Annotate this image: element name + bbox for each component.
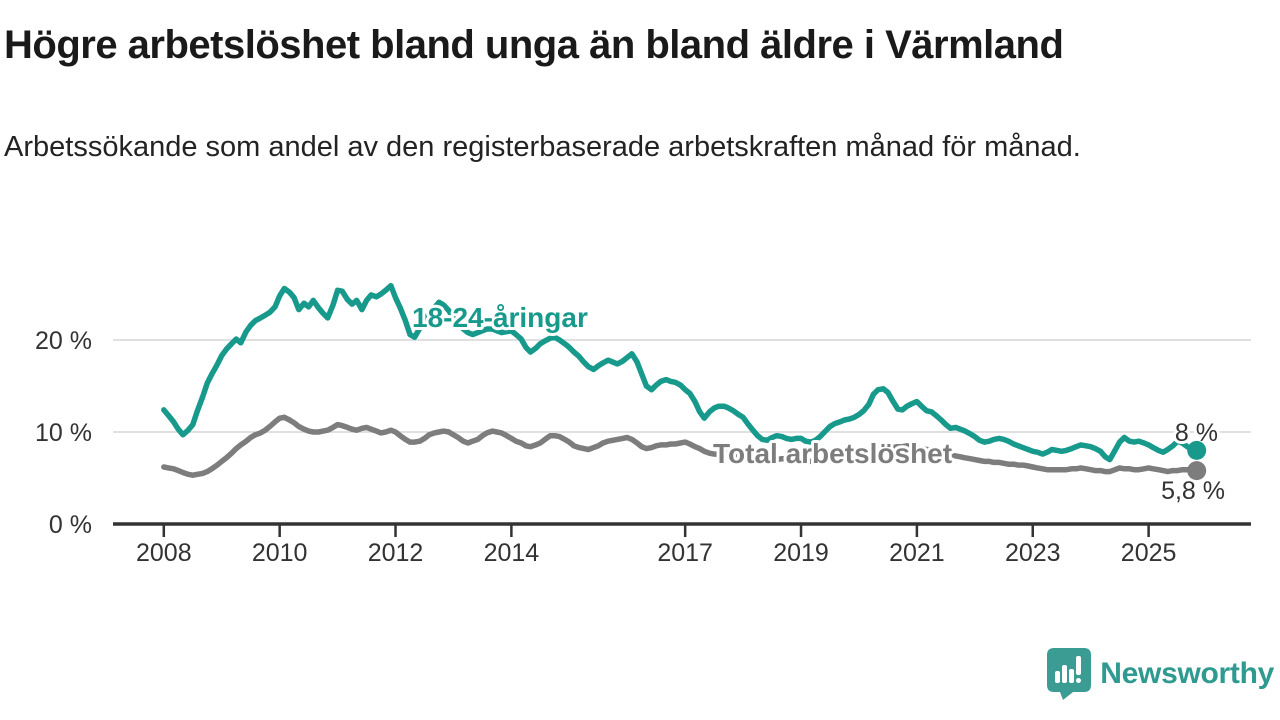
svg-text:2025: 2025: [1121, 539, 1177, 567]
gridlines: [113, 339, 1251, 433]
svg-text:2023: 2023: [1005, 539, 1061, 567]
logo-bar-2: [1062, 665, 1068, 683]
x-axis: [113, 522, 1251, 537]
svg-text:2019: 2019: [773, 539, 829, 567]
svg-text:10 %: 10 %: [35, 419, 92, 447]
chart-subtitle: Arbetssökande som andel av den registerb…: [4, 131, 1081, 163]
logo-bar-1: [1055, 671, 1061, 683]
page-title: Högre arbetslöshet bland unga än bland ä…: [4, 23, 1064, 67]
newsworthy-logo-text: Newsworthy: [1100, 657, 1274, 690]
newsworthy-logo: Newsworthy: [1047, 648, 1274, 700]
newsworthy-logo-icon: [1047, 648, 1092, 700]
y-tick-labels: 0 % 10 % 20 %: [35, 327, 92, 539]
svg-text:2014: 2014: [484, 539, 540, 567]
logo-exclamation-bar: [1076, 656, 1082, 675]
logo-exclamation-dot: [1076, 678, 1082, 683]
end-value-labels: 8 %5,8 %: [1158, 416, 1228, 508]
svg-text:20 %: 20 %: [35, 327, 92, 355]
svg-text:2012: 2012: [368, 539, 424, 567]
x-tick-labels: 2008 2010 2012 2014 2017 2019 2021 2023 2025: [136, 539, 1176, 567]
series-lines: [161, 282, 1200, 478]
svg-text:2021: 2021: [889, 539, 945, 567]
svg-text:0 %: 0 %: [49, 511, 92, 539]
svg-text:2017: 2017: [657, 539, 713, 567]
svg-text:5,8 %: 5,8 %: [1161, 477, 1225, 505]
svg-text:18-24-åringar: 18-24-åringar: [412, 302, 588, 333]
svg-text:2010: 2010: [252, 539, 308, 567]
logo-bar-3: [1069, 669, 1075, 683]
series-end-dots: [1187, 440, 1207, 481]
series-labels: 18-24-åringar Total arbetslöshet: [409, 299, 955, 472]
svg-text:Total arbetslöshet: Total arbetslöshet: [713, 438, 952, 469]
svg-text:2008: 2008: [136, 539, 192, 567]
